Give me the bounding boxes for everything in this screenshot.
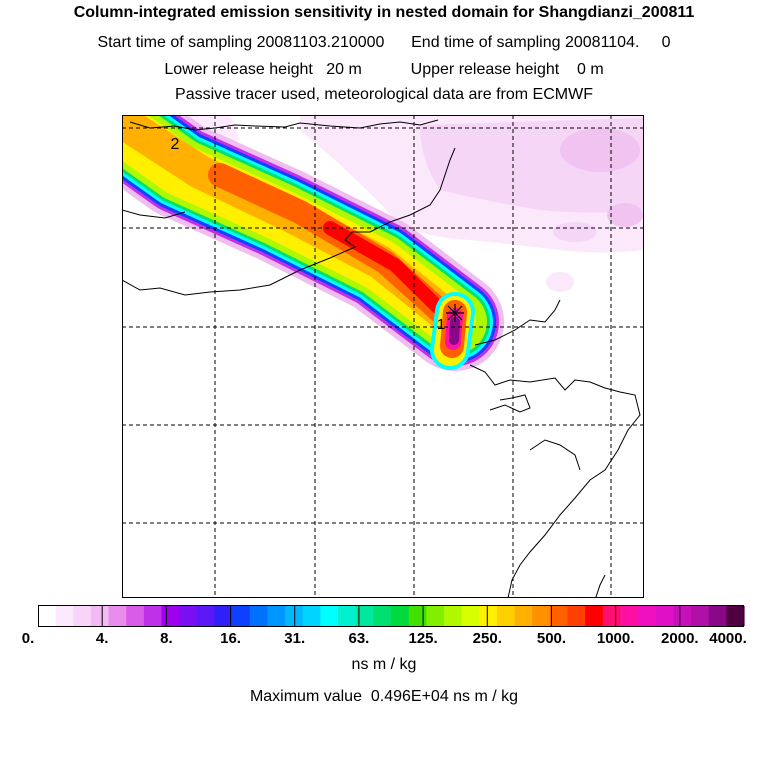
colorbar-swatch [638, 606, 657, 626]
colorbar-swatch [73, 606, 92, 626]
colorbar-swatch [549, 606, 569, 626]
marker-1-label: 1 [437, 316, 445, 333]
colorbar-swatch [443, 606, 463, 626]
colorbar-swatch [355, 606, 374, 626]
colorbar-swatch [108, 606, 127, 626]
plot-title: Column-integrated emission sensitivity i… [73, 4, 695, 21]
colorbar-swatch [38, 606, 57, 626]
sampling-times: Start time of sampling 20081103.210000 E… [97, 34, 671, 51]
receptor-marker [446, 304, 464, 322]
marker-2-label: 2 [171, 136, 180, 153]
colorbar-swatch [479, 606, 498, 626]
colorbar-tick-label: 1000. [596, 630, 635, 647]
colorbar-swatch [602, 606, 622, 626]
maximum-value: Maximum value 0.496E+04 ns m / kg [249, 688, 519, 705]
colorbar-swatch [179, 606, 198, 626]
map-frame [122, 115, 644, 598]
colorbar-units: ns m / kg [351, 656, 417, 673]
colorbar-swatch [214, 606, 233, 626]
colorbar-swatch [408, 606, 427, 626]
colorbar-tick-label: 4000. [709, 630, 747, 647]
colorbar-swatch [196, 606, 216, 626]
coastlines [122, 119, 641, 598]
colorbar-swatch [496, 606, 516, 626]
colorbar-swatch [249, 606, 269, 626]
colorbar-frame [38, 605, 744, 627]
colorbar-swatch [126, 606, 145, 626]
colorbar-swatch [620, 606, 639, 626]
colorbar-swatch [585, 606, 604, 626]
colorbar-swatch [143, 606, 163, 626]
colorbar-tick-label: 31. [284, 630, 306, 647]
colorbar-tick-label: 63. [348, 630, 370, 647]
colorbar-tick-label: 8. [160, 630, 173, 647]
colorbar-swatch [391, 606, 410, 626]
colorbar-swatch [461, 606, 480, 626]
colorbar-swatch [302, 606, 321, 626]
colorbar-swatch [514, 606, 533, 626]
colorbar-swatch [726, 606, 745, 626]
colorbar-tick-label: 4. [95, 630, 109, 647]
colorbar-tick-label: 0. [21, 630, 35, 647]
colorbar-swatch [90, 606, 110, 626]
colorbar-swatch [232, 606, 251, 626]
colorbar-tick-label: 125. [408, 630, 438, 647]
colorbar-swatch [567, 606, 586, 626]
colorbar-tick-label: 500. [536, 630, 567, 647]
colorbar-tick-label: 2000. [661, 630, 699, 647]
colorbar-tick-label: 250. [472, 630, 502, 647]
colorbar-swatch [267, 606, 286, 626]
colorbar-swatch [161, 606, 180, 626]
colorbar-swatch [373, 606, 392, 626]
map-field: 1 2 [122, 115, 644, 598]
emission-plume [122, 115, 504, 371]
colorbar-swatch [655, 606, 674, 626]
colorbar-swatch [338, 606, 357, 626]
colorbar-swatch [285, 606, 304, 626]
release-heights: Lower release height 20 m Upper release … [164, 61, 604, 78]
tracer-info: Passive tracer used, meteorological data… [175, 86, 593, 103]
colorbar-swatch [426, 606, 445, 626]
colorbar-swatch [55, 606, 74, 626]
lat-lon-grid [122, 115, 644, 598]
colorbar-swatch [708, 606, 727, 626]
colorbar-swatch [673, 606, 692, 626]
colorbar [38, 606, 745, 626]
colorbar-swatch [691, 606, 710, 626]
colorbar-swatch [532, 606, 551, 626]
colorbar-swatch [320, 606, 339, 626]
background-sensitivity [122, 115, 644, 292]
colorbar-tick-label: 16. [220, 630, 241, 647]
